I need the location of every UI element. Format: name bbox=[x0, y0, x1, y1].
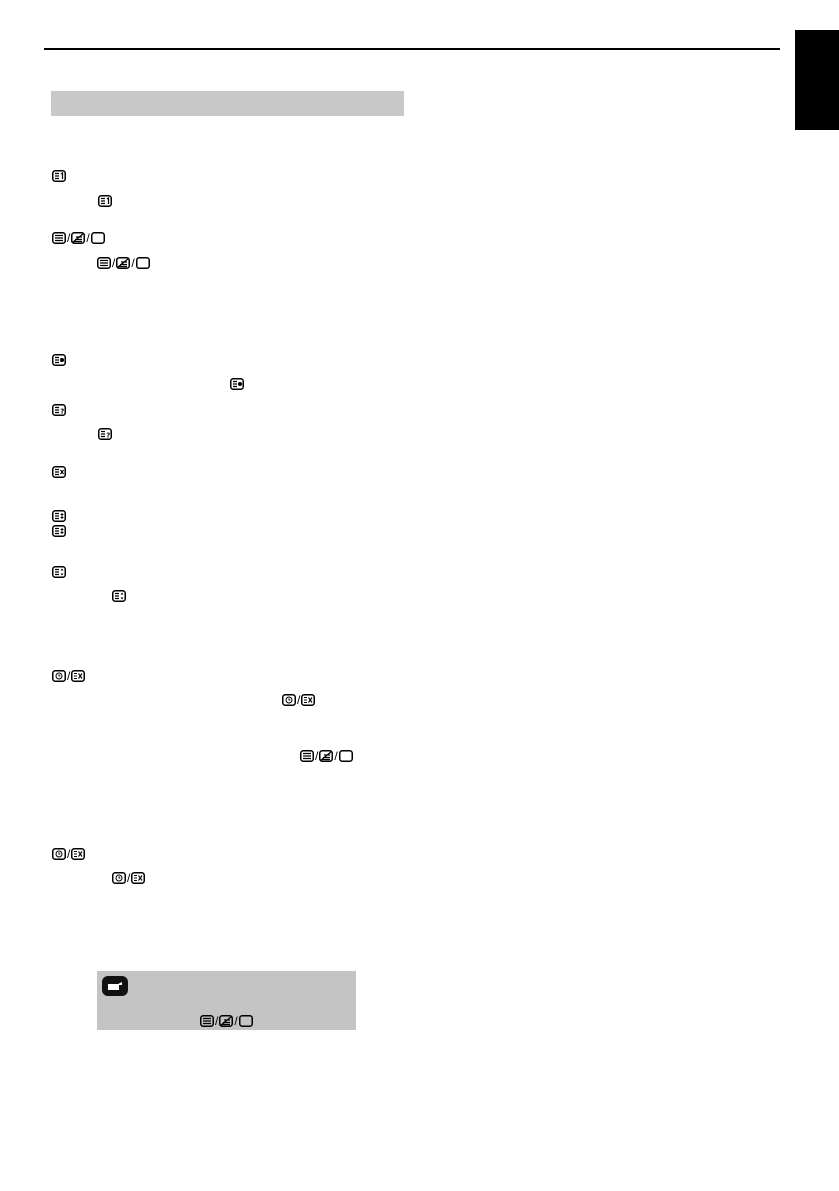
teletext-clock-icon bbox=[112, 872, 126, 884]
teletext-clear-icon bbox=[238, 1015, 253, 1027]
separator: / bbox=[112, 256, 116, 270]
separator: / bbox=[127, 871, 131, 885]
teletext-clock-icon bbox=[52, 848, 66, 860]
teletext-hold-icon bbox=[230, 378, 244, 390]
text-mix-clear-icons: / / bbox=[300, 750, 353, 762]
separator: / bbox=[67, 669, 71, 683]
text-mix-clear-icons: / / bbox=[200, 1015, 253, 1027]
teletext-cancel-icon bbox=[52, 466, 66, 478]
teletext-hold-icon bbox=[52, 354, 66, 366]
teletext-subpage-icon bbox=[52, 525, 66, 537]
svg-text:?: ? bbox=[60, 407, 64, 415]
teletext-size-icon bbox=[112, 590, 126, 602]
teletext-reveal-icon: ? bbox=[52, 404, 66, 416]
separator: / bbox=[234, 1014, 238, 1028]
teletext-clear-icon bbox=[90, 232, 105, 244]
pointing-hand-icon bbox=[102, 976, 128, 996]
teletext-mix-icon bbox=[71, 232, 86, 244]
language-tab bbox=[795, 30, 839, 130]
text-mix-clear-icons: / / bbox=[97, 257, 150, 269]
teletext-reveal-icon: ? bbox=[98, 428, 112, 440]
teletext-mix-icon bbox=[219, 1015, 234, 1027]
teletext-subpage-icon bbox=[52, 525, 66, 537]
separator: / bbox=[334, 749, 338, 763]
teletext-exit-icon bbox=[301, 694, 316, 706]
separator: / bbox=[67, 847, 71, 861]
teletext-clear-icon bbox=[135, 257, 150, 269]
clock-exit-icons: / bbox=[52, 669, 86, 683]
teletext-text-icon bbox=[52, 232, 66, 244]
teletext-size-icon bbox=[52, 566, 66, 578]
teletext-index-icon bbox=[52, 170, 66, 182]
teletext-cancel-icon bbox=[52, 466, 66, 478]
teletext-text-icon bbox=[300, 750, 314, 762]
teletext-text-icon bbox=[97, 257, 111, 269]
teletext-index-icon bbox=[98, 195, 112, 207]
teletext-clear-icon bbox=[338, 750, 353, 762]
teletext-subpage-icon bbox=[52, 510, 66, 522]
separator: / bbox=[86, 231, 90, 245]
separator: / bbox=[67, 231, 71, 245]
svg-text:?: ? bbox=[106, 431, 110, 439]
teletext-subpage-icon bbox=[52, 510, 66, 522]
clock-exit-icons: / bbox=[112, 871, 146, 885]
teletext-exit-icon bbox=[71, 670, 86, 682]
teletext-mix-icon bbox=[116, 257, 131, 269]
separator: / bbox=[315, 749, 319, 763]
separator: / bbox=[131, 256, 135, 270]
separator: / bbox=[297, 693, 301, 707]
teletext-hold-icon bbox=[230, 378, 244, 390]
teletext-size-icon bbox=[52, 566, 66, 578]
teletext-text-icon bbox=[200, 1015, 214, 1027]
teletext-mix-icon bbox=[319, 750, 334, 762]
separator: / bbox=[215, 1014, 219, 1028]
teletext-size-icon bbox=[112, 590, 126, 602]
clock-exit-icons: / bbox=[282, 693, 316, 707]
teletext-hold-icon bbox=[52, 354, 66, 366]
header-rule bbox=[44, 48, 780, 50]
teletext-reveal-icon: ? bbox=[98, 428, 112, 440]
text-mix-clear-icons: / / bbox=[52, 232, 105, 244]
teletext-exit-icon bbox=[131, 872, 146, 884]
teletext-index-icon bbox=[98, 195, 112, 207]
teletext-clock-icon bbox=[52, 670, 66, 682]
teletext-index-icon bbox=[52, 170, 66, 182]
teletext-exit-icon bbox=[71, 848, 86, 860]
teletext-clock-icon bbox=[282, 694, 296, 706]
section-heading-bar bbox=[51, 91, 404, 116]
teletext-reveal-icon: ? bbox=[52, 404, 66, 416]
clock-exit-icons: / bbox=[52, 847, 86, 861]
